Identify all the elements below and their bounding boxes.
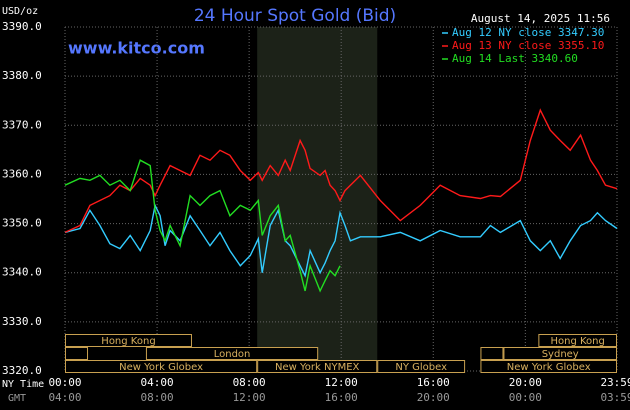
x2-axis-label: GMT	[8, 393, 26, 404]
session-box	[377, 360, 466, 373]
y-tick-label: 3350.0	[2, 217, 42, 230]
session-label: New York NYMEX	[275, 362, 360, 373]
series-line	[64, 203, 618, 278]
session-box	[65, 360, 258, 373]
y-axis-label: USD/oz	[2, 6, 38, 17]
session-box	[65, 347, 89, 360]
legend-label: Aug 13 NY close 3355.10	[452, 39, 604, 52]
session-box	[538, 334, 617, 347]
session-box	[480, 347, 504, 360]
session-box	[503, 347, 617, 360]
session-label: New York Globex	[119, 362, 203, 373]
session-label: London	[214, 349, 251, 360]
x-tick-label: 00:00	[48, 376, 81, 389]
y-tick-label: 3340.0	[2, 266, 42, 279]
chart-title: 24 Hour Spot Gold (Bid)	[194, 6, 396, 26]
x2-tick-label: 04:00	[48, 391, 81, 404]
legend-label: Aug 12 NY close 3347.30	[452, 26, 604, 39]
y-tick-label: 3370.0	[2, 118, 42, 131]
session-label: Sydney	[542, 349, 579, 360]
legend-label: Aug 14 Last 3340.60	[452, 52, 578, 65]
x2-tick-label: 12:00	[233, 391, 266, 404]
session-box	[65, 334, 192, 347]
session-box	[480, 360, 618, 373]
session-label: Hong Kong	[101, 336, 155, 347]
session-box	[257, 360, 378, 373]
x2-tick-label: 08:00	[141, 391, 174, 404]
x-tick-label: 20:00	[509, 376, 542, 389]
shaded-region	[257, 27, 378, 371]
timestamp: August 14, 2025 11:56	[471, 12, 610, 25]
y-tick-label: 3330.0	[2, 315, 42, 328]
y-tick-label: 3380.0	[2, 69, 42, 82]
series-line	[64, 108, 618, 234]
y-tick-label: 3320.0	[2, 364, 42, 377]
series-line	[64, 159, 341, 293]
x2-tick-label: 03:59	[600, 391, 630, 404]
x-tick-label: 08:00	[233, 376, 266, 389]
x2-tick-label: 16:00	[325, 391, 358, 404]
x-tick-label: 23:59	[600, 376, 630, 389]
x2-tick-label: 00:00	[509, 391, 542, 404]
source-link: www.kitco.com	[68, 39, 205, 58]
session-label: Hong Kong	[550, 336, 604, 347]
y-tick-label: 3360.0	[2, 167, 42, 180]
x-tick-label: 04:00	[141, 376, 174, 389]
session-label: New York Globex	[507, 362, 591, 373]
y-tick-label: 3390.0	[2, 20, 42, 33]
x-tick-label: 16:00	[417, 376, 450, 389]
session-box	[145, 347, 319, 360]
x-tick-label: 12:00	[325, 376, 358, 389]
x-axis-label: NY Time	[2, 379, 44, 390]
x2-tick-label: 20:00	[417, 391, 450, 404]
session-label: NY Globex	[395, 362, 447, 373]
